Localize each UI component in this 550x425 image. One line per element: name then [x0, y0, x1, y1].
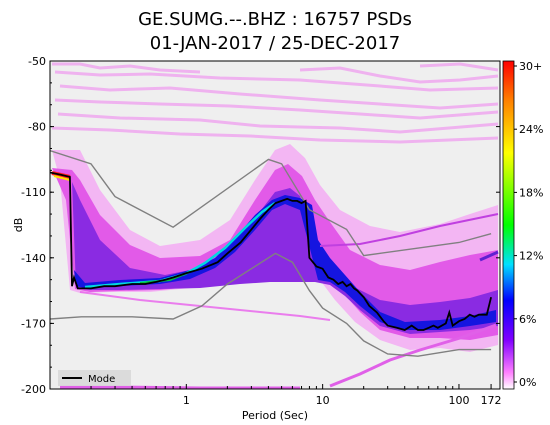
colorbar-tick-label: 6%	[519, 313, 536, 326]
y-tick-label: -50	[28, 55, 46, 68]
chart-title-line1: GE.SUMG.--.BHZ : 16757 PSDs	[138, 9, 412, 30]
series-nlnm-line	[50, 252, 492, 357]
y-tick-label: -200	[21, 383, 46, 396]
axes: -50 -80 -110 -140 -170 -200 1 10 100 172	[21, 55, 502, 407]
psd-curves	[50, 150, 492, 357]
chart-title-line2: 01-JAN-2017 / 25-DEC-2017	[150, 33, 401, 54]
y-tick-label: -80	[28, 121, 46, 134]
colorbar-ticks: 30+ 24% 18% 12% 6% 0%	[514, 60, 543, 389]
psd-secondary-band	[79, 291, 331, 321]
x-tick-label: 100	[448, 394, 469, 407]
y-tick-label: -110	[21, 186, 46, 199]
series-nhnm-line	[50, 150, 492, 257]
psd-short-period-yellow	[53, 175, 71, 181]
legend-mode-label: Mode	[88, 374, 115, 385]
upper-noise-streaks	[51, 62, 499, 144]
colorbar-tick-label: 0%	[519, 376, 536, 389]
plot-frame	[49, 60, 501, 390]
legend-box	[58, 370, 131, 386]
psd-long-period-streak	[319, 213, 499, 247]
colorbar-tick-label: 30+	[519, 60, 542, 73]
y-axis-label: dB	[12, 218, 25, 233]
colorbar-tick-label: 24%	[519, 123, 543, 136]
colorbar-tick-label: 12%	[519, 250, 543, 263]
colorbar	[502, 60, 515, 390]
x-tick-label: 10	[316, 394, 330, 407]
y-tick-label: -170	[21, 317, 46, 330]
legend: Mode	[58, 370, 131, 386]
series-mode-line	[50, 171, 492, 331]
x-tick-label: 1	[183, 394, 190, 407]
psd-core-highlight	[84, 201, 276, 289]
colorbar-tick-label: 18%	[519, 186, 543, 199]
y-tick-label: -140	[21, 252, 46, 265]
x-axis-label: Period (Sec)	[242, 409, 308, 422]
x-tick-label: 172	[481, 394, 502, 407]
